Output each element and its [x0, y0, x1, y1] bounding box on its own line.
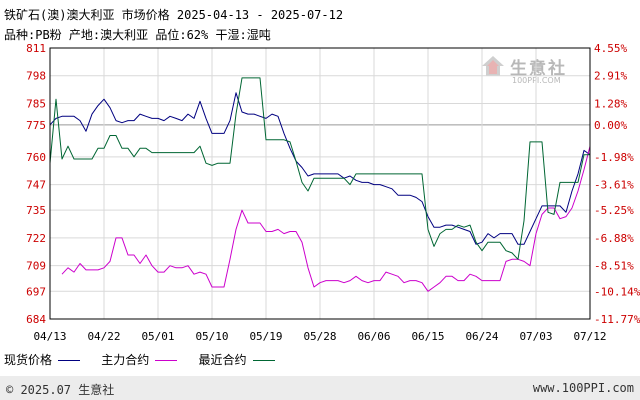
legend-swatch-main — [155, 360, 178, 361]
legend-swatch-spot — [58, 360, 81, 361]
x-tick-label: 06/06 — [357, 330, 390, 343]
chart-subtitle: 品种:PB粉 产地:澳大利亚 品位:62% 干湿:湿吨 — [4, 28, 271, 42]
x-tick-label: 04/22 — [87, 330, 120, 343]
legend-label-spot: 现货价格 — [4, 353, 53, 367]
chart-legend: 现货价格 主力合约 最近合约 — [4, 351, 289, 368]
x-tick-label: 04/13 — [33, 330, 66, 343]
pct-tick-label: -8.51% — [594, 260, 634, 273]
y-tick-label: 709 — [26, 260, 46, 273]
y-tick-label: 684 — [26, 313, 46, 326]
x-tick-label: 05/10 — [195, 330, 228, 343]
watermark-name: 生意社 — [510, 59, 567, 79]
y-tick-label: 798 — [26, 70, 46, 83]
axis-layer — [49, 47, 591, 320]
legend-item-main: 主力合约 — [101, 351, 178, 368]
y-tick-label: 785 — [26, 97, 46, 110]
legend-label-recent: 最近合约 — [198, 353, 247, 367]
grid-layer — [49, 47, 591, 320]
series-line-0 — [49, 92, 591, 245]
series-layer — [49, 77, 591, 292]
tick-labels: 811 4.55% 798 2.91% 785 1.28% 775 0.00% 760 -1.98… — [26, 42, 640, 343]
x-tick-label: 05/19 — [249, 330, 282, 343]
footer-bar: © 2025.07 生意社 www.100PPI.com — [0, 376, 640, 400]
plot-frame — [49, 47, 591, 320]
x-tick-label: 05/28 — [303, 330, 336, 343]
x-tick-label: 07/12 — [573, 330, 606, 343]
pct-tick-label: -11.77% — [594, 313, 640, 326]
footer-link[interactable]: www.100PPI.com — [532, 381, 634, 395]
series-line-2 — [49, 77, 590, 260]
x-tick-label: 06/15 — [411, 330, 444, 343]
legend-swatch-recent — [252, 360, 275, 361]
pct-tick-label: 0.00% — [594, 119, 627, 132]
x-tick-label: 07/03 — [519, 330, 552, 343]
y-tick-label: 697 — [26, 285, 46, 298]
y-tick-label: 747 — [26, 179, 46, 192]
chart-title: 铁矿石(澳)澳大利亚 市场价格 2025-04-13 - 2025-07-12 — [4, 8, 344, 22]
legend-item-spot: 现货价格 — [4, 351, 81, 368]
pct-tick-label: -3.61% — [594, 179, 634, 192]
pct-tick-label: -6.88% — [594, 232, 634, 245]
pct-tick-label: -1.98% — [594, 151, 634, 164]
copyright-text: © 2025.07 生意社 — [6, 383, 115, 397]
x-tick-label: 05/01 — [141, 330, 174, 343]
pct-tick-label: 2.91% — [594, 70, 627, 83]
pct-tick-label: -10.14% — [594, 285, 640, 298]
y-tick-label: 735 — [26, 204, 46, 217]
legend-label-main: 主力合约 — [101, 353, 150, 367]
y-tick-label: 760 — [26, 151, 46, 164]
pct-tick-label: -5.25% — [594, 204, 634, 217]
pct-tick-label: 1.28% — [594, 97, 627, 110]
pct-tick-label: 4.55% — [594, 42, 627, 55]
x-tick-label: 06/24 — [465, 330, 498, 343]
y-tick-label: 775 — [26, 119, 46, 132]
house-logo-icon — [482, 56, 504, 76]
y-tick-label: 811 — [26, 42, 46, 55]
legend-item-recent: 最近合约 — [199, 351, 275, 368]
y-tick-label: 722 — [26, 232, 46, 245]
series-line-1 — [61, 146, 591, 292]
